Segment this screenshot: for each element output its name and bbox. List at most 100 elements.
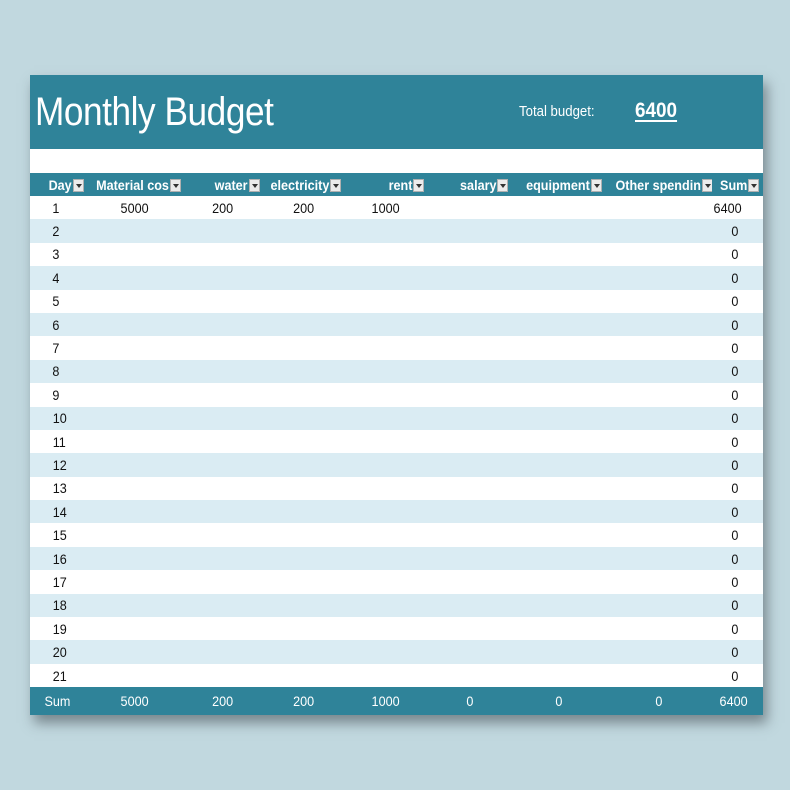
cell-sum[interactable]: 0 — [712, 406, 763, 430]
cell-material-cost[interactable] — [88, 289, 182, 313]
cell-day[interactable]: 20 — [30, 640, 88, 664]
cell-electricity[interactable] — [264, 219, 344, 243]
cell-electricity[interactable] — [264, 383, 344, 407]
cell-equipment[interactable] — [512, 617, 606, 641]
cell-rent[interactable] — [344, 500, 428, 524]
cell-day[interactable]: 1 — [30, 196, 88, 220]
cell-other-spending[interactable] — [606, 336, 712, 360]
cell-sum[interactable]: 0 — [712, 359, 763, 384]
cell-equipment[interactable] — [512, 570, 606, 594]
cell-rent[interactable] — [344, 312, 428, 337]
cell-other-spending[interactable] — [606, 406, 712, 430]
cell-other-spending[interactable] — [606, 312, 712, 337]
cell-salary[interactable] — [428, 406, 512, 430]
cell-sum[interactable]: 0 — [712, 289, 763, 313]
cell-other-spending[interactable] — [606, 500, 712, 524]
cell-material-cost[interactable] — [88, 219, 182, 243]
cell-water[interactable] — [182, 500, 264, 524]
dropdown-filter-icon[interactable] — [169, 178, 181, 192]
cell-material-cost[interactable] — [88, 336, 182, 360]
total-budget-value[interactable]: 6400 — [635, 99, 678, 122]
cell-rent[interactable] — [344, 570, 428, 594]
cell-other-spending[interactable] — [606, 617, 712, 641]
cell-salary[interactable] — [428, 617, 512, 641]
cell-water[interactable] — [182, 429, 264, 454]
cell-other-spending[interactable] — [606, 546, 712, 571]
cell-salary[interactable] — [428, 640, 512, 664]
cell-other-spending[interactable] — [606, 359, 712, 384]
cell-rent[interactable] — [344, 453, 428, 477]
cell-day[interactable]: 15 — [30, 523, 88, 547]
cell-equipment[interactable] — [512, 383, 606, 407]
cell-material-cost[interactable] — [88, 617, 182, 641]
dropdown-filter-icon[interactable] — [330, 178, 342, 192]
cell-water[interactable] — [182, 359, 264, 384]
cell-salary[interactable] — [428, 476, 512, 501]
cell-sum[interactable]: 6400 — [712, 196, 763, 220]
cell-sum[interactable]: 0 — [712, 663, 763, 688]
cell-salary[interactable] — [428, 500, 512, 524]
cell-electricity[interactable] — [264, 546, 344, 571]
cell-sum[interactable]: 0 — [712, 593, 763, 618]
cell-salary[interactable] — [428, 523, 512, 547]
cell-equipment[interactable] — [512, 453, 606, 477]
cell-day[interactable]: 2 — [30, 219, 88, 243]
cell-rent[interactable] — [344, 476, 428, 501]
cell-day[interactable]: 8 — [30, 359, 88, 384]
cell-equipment[interactable] — [512, 429, 606, 454]
cell-day[interactable]: 16 — [30, 546, 88, 571]
cell-sum[interactable]: 0 — [712, 453, 763, 477]
cell-material-cost[interactable] — [88, 546, 182, 571]
cell-day[interactable]: 17 — [30, 570, 88, 594]
cell-water[interactable] — [182, 593, 264, 618]
cell-material-cost[interactable] — [88, 570, 182, 594]
cell-material-cost[interactable] — [88, 266, 182, 290]
cell-sum[interactable]: 0 — [712, 640, 763, 664]
cell-equipment[interactable] — [512, 266, 606, 290]
cell-rent[interactable] — [344, 266, 428, 290]
cell-other-spending[interactable] — [606, 383, 712, 407]
cell-water[interactable] — [182, 523, 264, 547]
cell-equipment[interactable] — [512, 593, 606, 618]
cell-water[interactable] — [182, 242, 264, 267]
cell-sum[interactable]: 0 — [712, 429, 763, 454]
cell-electricity[interactable] — [264, 429, 344, 454]
cell-equipment[interactable] — [512, 242, 606, 267]
cell-sum[interactable]: 0 — [712, 383, 763, 407]
cell-salary[interactable] — [428, 266, 512, 290]
cell-electricity[interactable] — [264, 640, 344, 664]
cell-equipment[interactable] — [512, 196, 606, 220]
cell-equipment[interactable] — [512, 476, 606, 501]
cell-sum[interactable]: 0 — [712, 266, 763, 290]
dropdown-filter-icon[interactable] — [73, 178, 84, 192]
cell-sum[interactable]: 0 — [712, 570, 763, 594]
cell-rent[interactable] — [344, 242, 428, 267]
cell-electricity[interactable] — [264, 663, 344, 688]
cell-day[interactable]: 6 — [30, 312, 88, 337]
cell-water[interactable] — [182, 546, 264, 571]
cell-electricity[interactable] — [264, 523, 344, 547]
cell-equipment[interactable] — [512, 359, 606, 384]
cell-salary[interactable] — [428, 219, 512, 243]
cell-other-spending[interactable] — [606, 476, 712, 501]
cell-material-cost[interactable] — [88, 383, 182, 407]
cell-other-spending[interactable] — [606, 593, 712, 618]
cell-day[interactable]: 14 — [30, 500, 88, 524]
cell-water[interactable] — [182, 336, 264, 360]
cell-material-cost[interactable] — [88, 593, 182, 618]
cell-other-spending[interactable] — [606, 266, 712, 290]
cell-electricity[interactable] — [264, 289, 344, 313]
cell-other-spending[interactable] — [606, 219, 712, 243]
cell-salary[interactable] — [428, 336, 512, 360]
cell-rent[interactable]: 1000 — [344, 196, 428, 220]
cell-rent[interactable] — [344, 406, 428, 430]
cell-day[interactable]: 11 — [30, 429, 88, 454]
cell-day[interactable]: 12 — [30, 453, 88, 477]
cell-material-cost[interactable] — [88, 663, 182, 688]
cell-day[interactable]: 3 — [30, 242, 88, 267]
cell-equipment[interactable] — [512, 523, 606, 547]
cell-sum[interactable]: 0 — [712, 242, 763, 267]
cell-material-cost[interactable] — [88, 406, 182, 430]
cell-water[interactable] — [182, 406, 264, 430]
cell-day[interactable]: 18 — [30, 593, 88, 618]
